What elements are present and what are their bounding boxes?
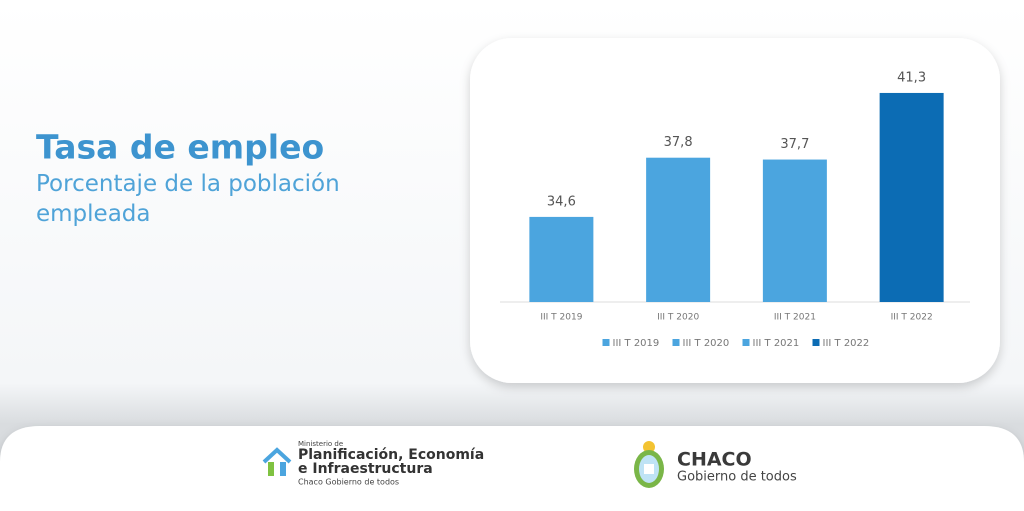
bar — [646, 157, 711, 302]
legend-swatch — [602, 339, 610, 346]
bar — [529, 216, 594, 302]
chart-title: Tasa de empleo — [36, 128, 324, 167]
legend-swatch — [812, 339, 820, 346]
chart-card — [470, 38, 1000, 383]
province-name: CHACO — [677, 449, 752, 471]
ministry-prefix: Ministerio de — [298, 440, 343, 448]
bar — [879, 92, 944, 302]
legend-label: III T 2021 — [753, 338, 800, 349]
chart-subtitle: Porcentaje de la población empleada — [36, 171, 340, 227]
ministry-tagline: Chaco Gobierno de todos — [298, 478, 399, 487]
bar — [762, 159, 827, 302]
legend-swatch — [672, 339, 680, 346]
province-tagline: Gobierno de todos — [677, 470, 797, 485]
x-tick-label: III T 2020 — [657, 313, 699, 323]
chaco-emblem — [634, 441, 664, 488]
legend-swatch — [742, 339, 750, 346]
value-label: 41,3 — [897, 70, 926, 85]
bar-chart: III T 2019 34,6 III T 2020 37,8 III T 2021 37… — [529, 70, 944, 349]
value-label: 37,8 — [664, 135, 693, 150]
value-label: 34,6 — [547, 194, 576, 209]
ministry-name: Planificación, Economía — [298, 447, 484, 463]
ministry-name: e Infraestructura — [298, 461, 433, 477]
x-tick-label: III T 2022 — [891, 313, 933, 323]
legend-label: III T 2022 — [823, 338, 870, 349]
value-label: 37,7 — [780, 137, 809, 152]
x-tick-label: III T 2019 — [540, 313, 582, 323]
legend-label: III T 2020 — [683, 338, 730, 349]
legend-label: III T 2019 — [613, 338, 660, 349]
ministry-logo — [262, 447, 292, 476]
footer-panel — [0, 426, 1024, 511]
x-tick-label: III T 2021 — [774, 313, 816, 323]
